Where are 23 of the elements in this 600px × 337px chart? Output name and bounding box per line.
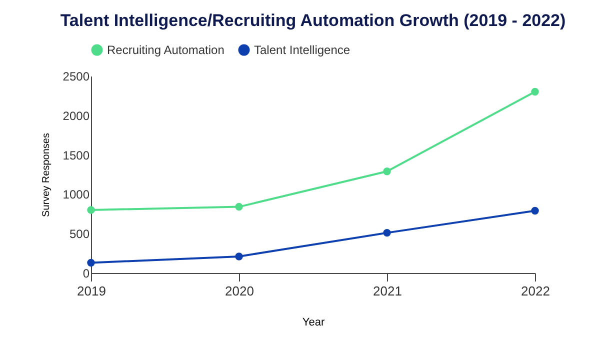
y-tick-label: 2500	[62, 70, 90, 84]
y-tick-label: 0	[82, 266, 90, 280]
point	[383, 167, 391, 176]
point	[531, 88, 539, 96]
y-axis-title: Survey Responses	[40, 133, 52, 217]
x-tick-label: 2021	[373, 284, 402, 298]
point	[87, 258, 95, 267]
point	[235, 202, 243, 211]
y-tick-label: 2000	[62, 108, 90, 123]
point	[87, 206, 95, 214]
y-tick-label: 500	[69, 227, 90, 242]
x-tick-label: 2022	[521, 284, 550, 298]
x-tick-label: 2019	[77, 284, 106, 298]
x-axis-title: Year	[302, 316, 325, 328]
point	[531, 206, 539, 215]
chart-title: Talent Intelligence/Recruiting Automation Growth (2019 - 2022)	[60, 11, 566, 30]
legend-label: Recruiting Automation	[107, 43, 224, 57]
point	[383, 228, 391, 237]
y-tick-label: 1500	[62, 148, 90, 162]
legend-label: Talent Intelligence	[254, 43, 350, 57]
y-tick-label: 1000	[62, 188, 90, 202]
x-tick-label: 2020	[225, 284, 254, 298]
point	[235, 252, 243, 260]
